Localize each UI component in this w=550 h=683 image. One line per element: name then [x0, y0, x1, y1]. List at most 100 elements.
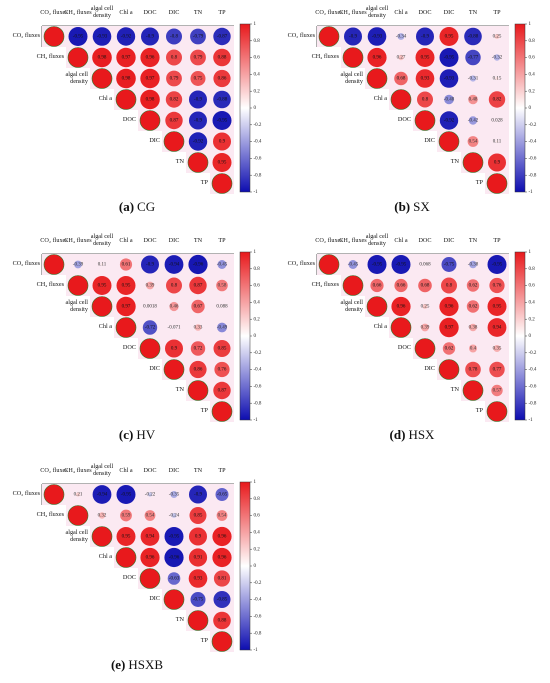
row-label-box: DIC [149, 137, 160, 144]
row-label: Chl a [98, 95, 112, 103]
corr-label: -0.96 [169, 556, 180, 561]
column-label: CO₂ fluxes [315, 8, 343, 16]
colorbar-tick-label: -0.6 [529, 385, 537, 390]
row-label: DIC [424, 137, 435, 145]
corr-circle [469, 323, 477, 332]
corr-circle [43, 254, 65, 275]
corr-label: -0.38 [468, 263, 479, 268]
colorbar-tick-label: 0.2 [529, 317, 536, 322]
corr-label: 0.8 [422, 98, 429, 103]
corr-label: 0.97 [146, 77, 155, 82]
row-label: CO₂ fluxes [287, 32, 315, 40]
column-label-box: Chl a [119, 9, 132, 16]
corr-circle [189, 485, 207, 504]
corr-circle [166, 70, 182, 87]
corr-circle [496, 120, 498, 121]
row-label: algal cell density [65, 70, 88, 85]
corr-label: -0.88 [217, 98, 228, 103]
corr-circle [464, 27, 482, 46]
column-label-box: TN [469, 9, 477, 16]
colorbar [239, 23, 251, 193]
corr-label: -0.9 [146, 35, 154, 40]
row-label: DIC [149, 595, 160, 603]
corr-label: -0.88 [468, 35, 479, 40]
row-label-box: DIC [149, 595, 160, 603]
column-label: DIC [168, 236, 180, 244]
row-label-box: Chl a [99, 323, 112, 330]
column-label-box: algal cell density [366, 5, 389, 19]
column-label-box: CO₂ fluxes [315, 237, 342, 244]
corr-circle [491, 384, 503, 397]
corr-circle [67, 275, 89, 296]
corr-label: -0.93 [372, 35, 383, 40]
column-label-box: TN [469, 237, 477, 244]
column-label: CO₂ fluxes [40, 236, 68, 244]
row-label: DOC [397, 116, 411, 124]
corr-circle [421, 323, 429, 332]
corr-label: 0.82 [170, 98, 179, 103]
corr-circle [348, 260, 358, 269]
corr-circle [216, 279, 228, 292]
panel-letter: (c) [119, 427, 133, 442]
corr-label: 0.97 [445, 326, 454, 331]
corr-circle [146, 281, 154, 290]
corr-label: -0.31 [468, 77, 479, 82]
corr-circle [221, 305, 223, 308]
corr-circle [189, 111, 207, 130]
colorbar-tick-label: 0.8 [254, 39, 261, 44]
row-label-box: DOC [123, 116, 136, 123]
corr-circle [140, 527, 160, 546]
column-label: algal cell density [365, 233, 389, 247]
row-label-box: CH₄ fluxes [37, 511, 64, 518]
row-label: TN [175, 386, 184, 394]
corr-label: 0.94 [493, 326, 502, 331]
corr-circle [189, 527, 207, 546]
corr-label: -0.94 [97, 493, 108, 498]
corr-circle [213, 132, 231, 151]
corr-label: 0.9 [494, 161, 501, 166]
row-label: algal cell density [340, 298, 363, 313]
corr-circle [142, 320, 158, 335]
corr-circle [116, 276, 136, 295]
corr-label: 0.76 [218, 368, 227, 373]
corr-label: -0.75 [444, 263, 455, 268]
column-label: CO₂ fluxes [40, 8, 68, 16]
colorbar-tick-label: -0.2 [529, 351, 537, 356]
corr-label: 0.9 [171, 347, 178, 352]
row-label: DIC [424, 365, 435, 373]
row-label-box: DOC [397, 116, 411, 124]
row-label-box: TN [176, 158, 184, 165]
colorbar-tick-label: -0.2 [529, 123, 537, 128]
corr-label: 0.25 [421, 305, 430, 310]
corr-circle [495, 140, 499, 143]
colorbar-tick-label: 0.6 [529, 56, 536, 61]
column-label: CH₄ fluxes [64, 236, 92, 244]
corr-circle [439, 69, 459, 88]
row-label: Chl a [373, 323, 387, 331]
panel-title: HSX [408, 427, 435, 442]
corr-circle [144, 510, 156, 521]
corr-label: -0.9 [194, 98, 202, 103]
column-label-box: DIC [444, 9, 455, 16]
row-label-box: TP [201, 637, 208, 644]
corr-circle [139, 568, 161, 589]
colorbar-tick-label: 0.2 [254, 547, 261, 552]
colorbar-tick-label: 0.6 [254, 514, 261, 519]
colorbar-tick-label: 0 [254, 106, 257, 111]
colorbar-tick-label: -1 [529, 190, 534, 195]
colorbar-tick-label: 1 [529, 250, 532, 255]
corr-circle [43, 484, 65, 505]
corr-label: 0.85 [194, 514, 203, 519]
colorbar [514, 23, 526, 193]
corr-circle [92, 276, 112, 295]
corr-circle [318, 254, 340, 275]
column-label: Chl a [394, 8, 408, 16]
corr-label: 0.95 [445, 35, 454, 40]
column-label-box: algal cell density [91, 5, 114, 19]
corr-label: -0.65 [217, 493, 228, 498]
corr-label: 0.67 [194, 305, 203, 310]
column-label-box: TN [194, 237, 202, 244]
column-label: TP [218, 8, 226, 16]
column-label-box: TP [218, 467, 225, 474]
